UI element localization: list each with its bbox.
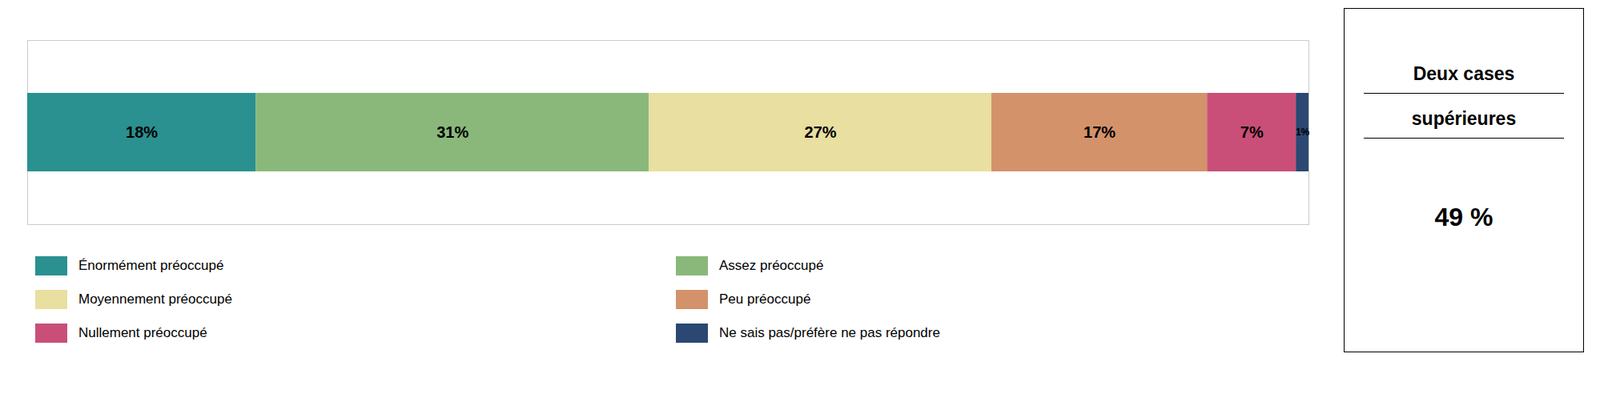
html-text:Énormément préoccupé: Énormément préoccupé: [78, 257, 224, 274]
svg-text:31%: 31%: [436, 123, 469, 141]
html-text:Moyennement préoccupé: Moyennement préoccupé: [78, 291, 233, 307]
html-text:Assez préoccupé: Assez préoccupé: [719, 257, 824, 274]
html-text:supérieures: supérieures: [1411, 108, 1517, 129]
html-text:Deux cases: Deux cases: [1413, 63, 1515, 85]
svg-text:27%: 27%: [804, 123, 837, 141]
html-text:Ne sais pas/préfère ne pas rép: Ne sais pas/préfère ne pas répondre: [719, 325, 941, 341]
svg-text:17%: 17%: [1083, 123, 1116, 141]
html-text:Nullement préoccupé: Nullement préoccupé: [78, 325, 208, 341]
svg-text:18%: 18%: [125, 123, 158, 141]
svg-text:1%: 1%: [1295, 126, 1311, 138]
html-text:49 %: 49 %: [1434, 202, 1494, 232]
html-text:Peu préoccupé: Peu préoccupé: [719, 291, 811, 307]
svg-text:7%: 7%: [1240, 123, 1264, 141]
